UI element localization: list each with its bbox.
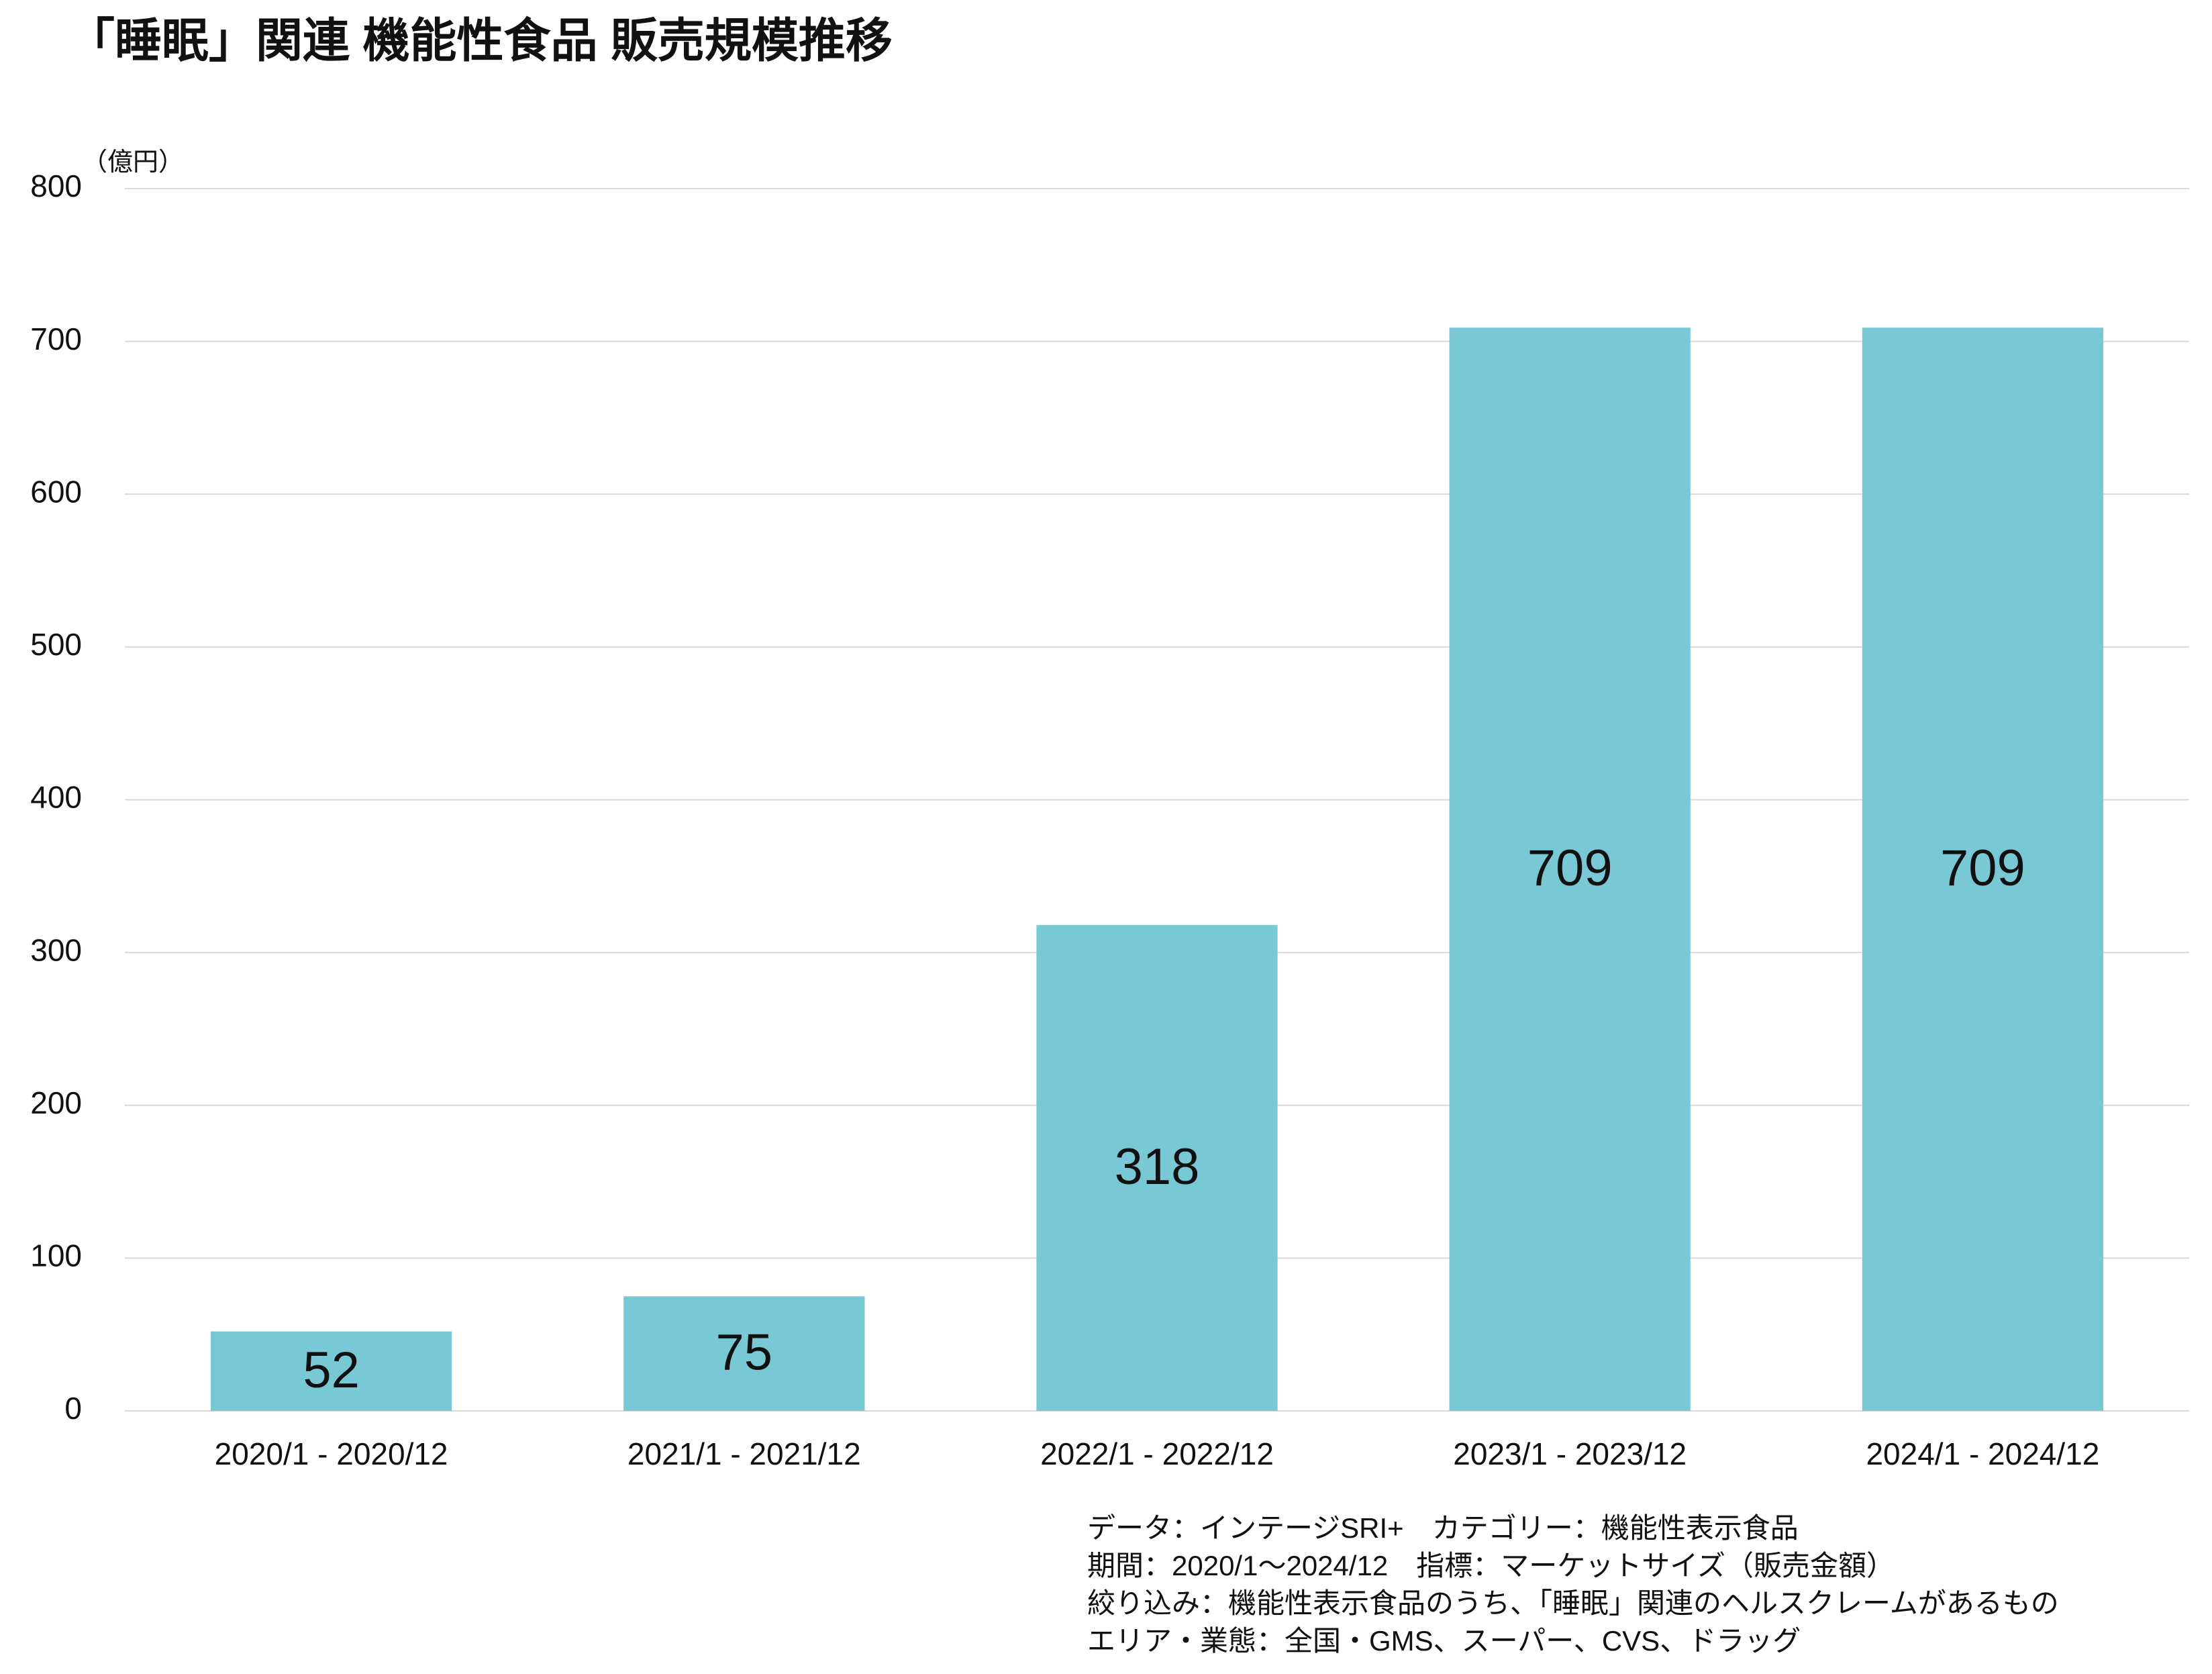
x-tick-label: 2023/1 - 2023/12 [1453, 1436, 1687, 1471]
value-label: 709 [1940, 840, 2025, 897]
note: 期間：2020/1～2024/12 指標：マーケットサイズ（販売金額） [1087, 1550, 1895, 1581]
y-tick-label: 400 [30, 780, 82, 815]
x-tick-label: 2021/1 - 2021/12 [627, 1436, 861, 1471]
y-tick-label: 0 [64, 1391, 82, 1426]
bar [1862, 328, 2104, 1411]
y-tick-label: 300 [30, 932, 82, 967]
value-label: 52 [303, 1342, 360, 1399]
y-tick-label: 600 [30, 474, 82, 509]
note: 絞り込み：機能性表示食品のうち、「睡眠」関連のヘルスクレームがあるもの [1087, 1587, 2059, 1619]
y-tick-label: 800 [30, 168, 82, 203]
y-tick-label: 500 [30, 627, 82, 662]
note: データ：インテージSRI+ カテゴリー：機能性表示食品 [1087, 1512, 1799, 1544]
value-label: 709 [1527, 840, 1613, 897]
x-tick-label: 2020/1 - 2020/12 [215, 1436, 448, 1471]
y-tick-label: 700 [30, 322, 82, 356]
bar [210, 1331, 452, 1411]
bar [1036, 925, 1278, 1411]
x-tick-label: 2022/1 - 2022/12 [1040, 1436, 1274, 1471]
x-tick-label: 2024/1 - 2024/12 [1866, 1436, 2099, 1471]
bar [623, 1296, 865, 1411]
y-tick-label: 100 [30, 1238, 82, 1273]
bar [1449, 328, 1691, 1411]
note: エリア・業態：全国・GMS、スーパー、CVS、ドラッグ [1087, 1625, 1801, 1657]
y-tick-label: 200 [30, 1085, 82, 1120]
value-label: 318 [1115, 1138, 1200, 1195]
chart-title: 「睡眠」関連 機能性食品 販売規模推移 [68, 14, 893, 66]
y-unit: （億円） [82, 148, 184, 177]
value-label: 75 [716, 1324, 773, 1381]
